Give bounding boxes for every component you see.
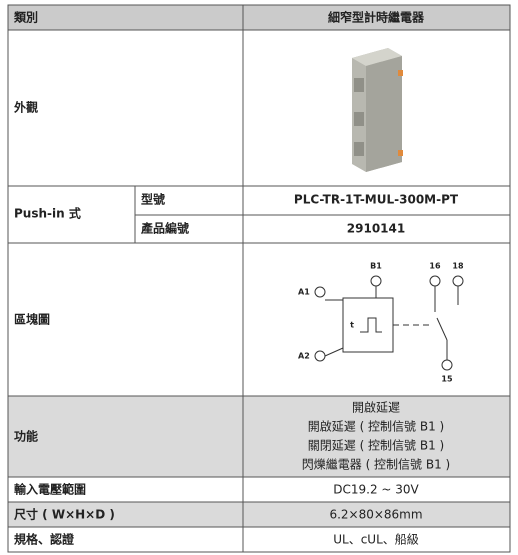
terminal-a1: A1 [298,288,310,297]
terminal-15: 15 [441,375,453,384]
header-bg [8,5,510,30]
push-in-label: Push-in 式 [14,206,81,221]
appearance-label: 外觀 [14,100,38,115]
row-label: 尺寸 ( W×H×D ) [14,507,115,522]
product-image [352,48,403,172]
function-line: 開啟延遲 ( 控制信號 B1 ) [308,419,445,434]
function-line: 閃爍繼電器 ( 控制信號 B1 ) [302,457,451,472]
spec-rows: 輸入電壓範圍 DC19.2 ~ 30V 尺寸 ( W×H×D ) 6.2×80×86m… [14,482,423,547]
part-label: 產品編號 [140,221,189,236]
function-line: 開啟延遲 [352,400,400,415]
terminal-16: 16 [429,262,441,271]
header-label: 類別 [13,10,38,25]
part-value: 2910141 [347,222,405,236]
terminal-18: 18 [452,262,464,271]
function-label: 功能 [14,429,38,444]
function-bg [8,396,510,477]
terminal-a2: A2 [298,352,310,361]
table-grid [7,4,511,553]
header-product: 細窄型計時繼電器 [328,10,425,25]
row-label: 規格、認證 [14,532,75,547]
terminal-b1: B1 [370,262,382,271]
block-diagram-label: 區塊圖 [14,312,50,327]
row-label: 輸入電壓範圍 [14,482,86,497]
timer-symbol: t [350,321,354,330]
size-bg [8,502,510,527]
function-line: 關閉延遲 ( 控制信號 B1 ) [308,439,445,453]
row-value: 6.2×80×86mm [329,508,422,522]
model-value: PLC-TR-1T-MUL-300M-PT [294,193,459,207]
model-label: 型號 [141,192,165,207]
block-diagram [314,275,464,371]
row-value: UL、cUL、船級 [333,533,419,547]
row-value: DC19.2 ~ 30V [333,483,419,497]
